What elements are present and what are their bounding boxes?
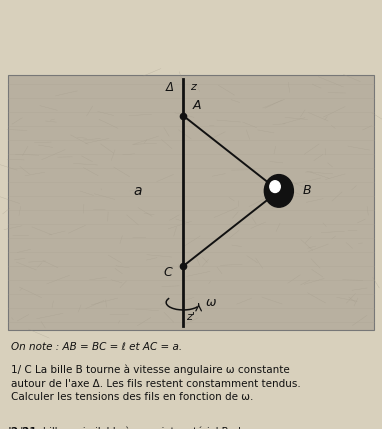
Text: Δ: Δ (166, 81, 174, 94)
Circle shape (264, 175, 293, 207)
Text: A: A (193, 99, 201, 112)
Bar (8, 75, 374, 330)
Text: |2.21: |2.21 (8, 427, 37, 429)
Text: a: a (133, 184, 142, 198)
Text: B: B (303, 184, 312, 197)
Text: C: C (163, 266, 172, 279)
Text: 1/ C La bille B tourne à vitesse angulaire ω constante
autour de l'axe Δ. Les fi: 1/ C La bille B tourne à vitesse angulai… (11, 365, 301, 402)
Text: z: z (190, 82, 196, 92)
Circle shape (270, 181, 280, 193)
Text: z': z' (186, 311, 195, 322)
Text: On note : AB = BC = ℓ et AC = a.: On note : AB = BC = ℓ et AC = a. (11, 342, 183, 352)
Text: Une bille assimilable à un point matériel B, de
masse m, est reliée par deux fil: Une bille assimilable à un point matérie… (8, 427, 287, 429)
Text: ω: ω (206, 296, 217, 309)
